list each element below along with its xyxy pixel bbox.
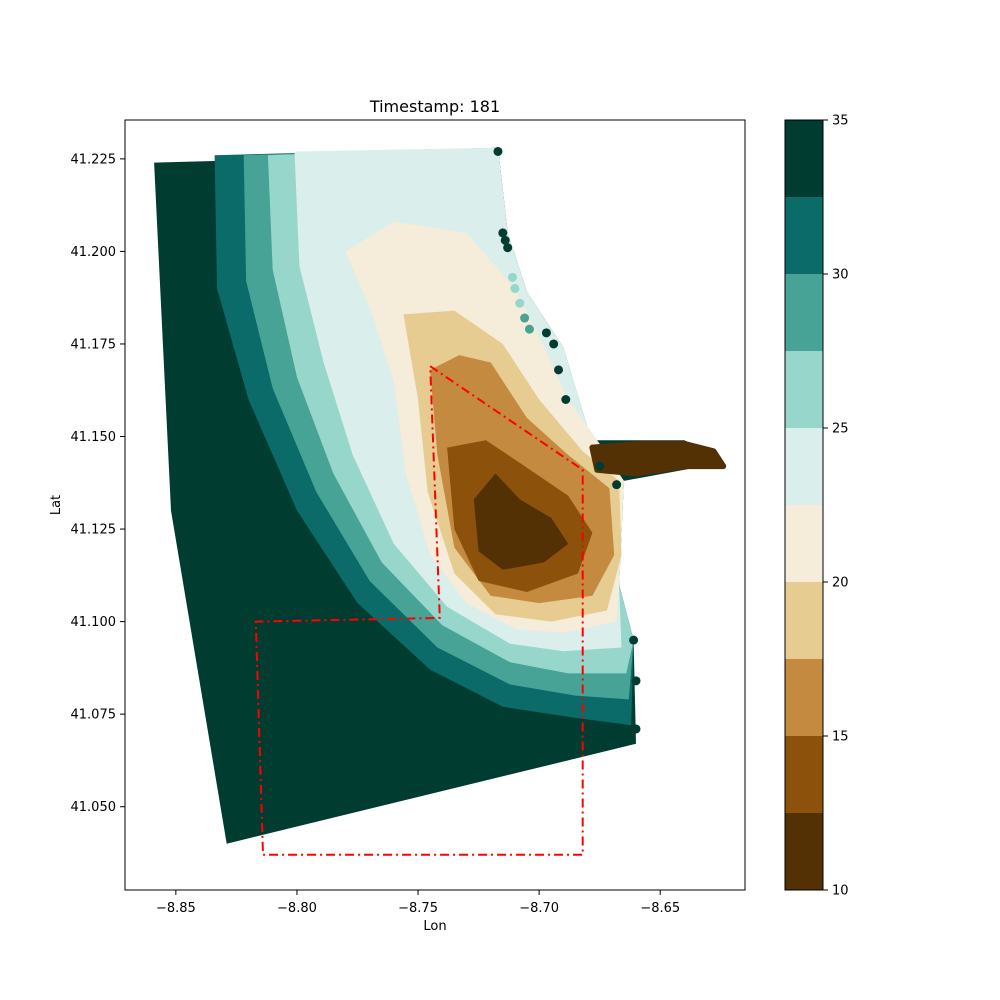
river-plume [589, 440, 727, 477]
x-tick-label: −8.75 [398, 901, 438, 916]
colorbar-tick-label: 10 [832, 884, 849, 899]
y-tick-label: 41.225 [71, 152, 117, 167]
x-tick-label: −8.70 [519, 901, 559, 916]
y-tick-label: 41.100 [71, 615, 117, 630]
colorbar-segment [785, 582, 823, 659]
colorbar-ticks: 10 15 20 25 30 35 [823, 114, 849, 899]
y-axis-ticks: 41.050 41.075 41.100 41.125 41.150 41.175 41.2… [71, 152, 125, 815]
coastal-point-15 [629, 635, 639, 645]
colorbar-frame [784, 119, 824, 891]
coastal-point-16 [631, 676, 641, 686]
map-layer [154, 147, 727, 844]
coastal-point-5 [510, 283, 520, 293]
y-tick-label: 41.200 [71, 245, 117, 260]
colorbar-segment [785, 736, 823, 813]
y-tick-label: 41.125 [71, 523, 117, 538]
colorbar-tick-label: 15 [832, 730, 849, 745]
coastal-point-0 [493, 146, 503, 156]
chart-title: Timestamp: 181 [369, 97, 500, 116]
coastal-point-7 [520, 313, 530, 323]
coastal-point-1 [498, 228, 508, 238]
x-tick-label: −8.85 [156, 901, 196, 916]
x-axis-ticks: −8.85 −8.80 −8.75 −8.70 −8.65 [156, 890, 680, 916]
colorbar-tick-label: 25 [832, 422, 849, 437]
y-axis-label: Lat [49, 495, 64, 515]
coastal-point-13 [595, 461, 605, 471]
x-axis-label: Lon [423, 919, 446, 934]
y-tick-label: 41.150 [71, 430, 117, 445]
coastal-point-9 [541, 328, 551, 338]
coastal-point-10 [549, 339, 559, 349]
coastal-point-3 [503, 243, 513, 253]
region-box-0 [254, 365, 584, 856]
contour-band-8 [473, 473, 569, 570]
y-tick-label: 41.175 [71, 337, 117, 352]
colorbar-segment [785, 659, 823, 736]
x-tick-label: −8.65 [640, 901, 680, 916]
colorbar-tick-label: 30 [832, 268, 849, 283]
colorbar-segment [785, 351, 823, 428]
coastal-point-14 [612, 480, 622, 490]
axes-frame [124, 119, 746, 891]
y-tick-label: 41.075 [71, 708, 117, 723]
coastal-point-11 [554, 365, 564, 375]
colorbar-segment [785, 120, 823, 197]
colorbar-segment [785, 505, 823, 582]
colorbar-tick-label: 20 [832, 576, 849, 591]
colorbar [785, 120, 823, 890]
y-tick-label: 41.050 [71, 800, 117, 815]
coastal-point-4 [508, 272, 517, 282]
coastal-point-2 [500, 235, 510, 245]
colorbar-segment [785, 813, 823, 890]
coastal-point-17 [631, 724, 641, 734]
colorbar-tick-label: 35 [832, 114, 849, 129]
colorbar-segment [785, 274, 823, 351]
region-boxes-layer [254, 365, 584, 856]
x-tick-label: −8.80 [277, 901, 317, 916]
coastal-point-6 [515, 298, 525, 308]
colorbar-segment [785, 197, 823, 274]
coastal-point-12 [561, 394, 571, 404]
colorbar-segment [785, 428, 823, 505]
coastal-points-layer [493, 146, 641, 734]
coastal-point-8 [524, 324, 534, 334]
